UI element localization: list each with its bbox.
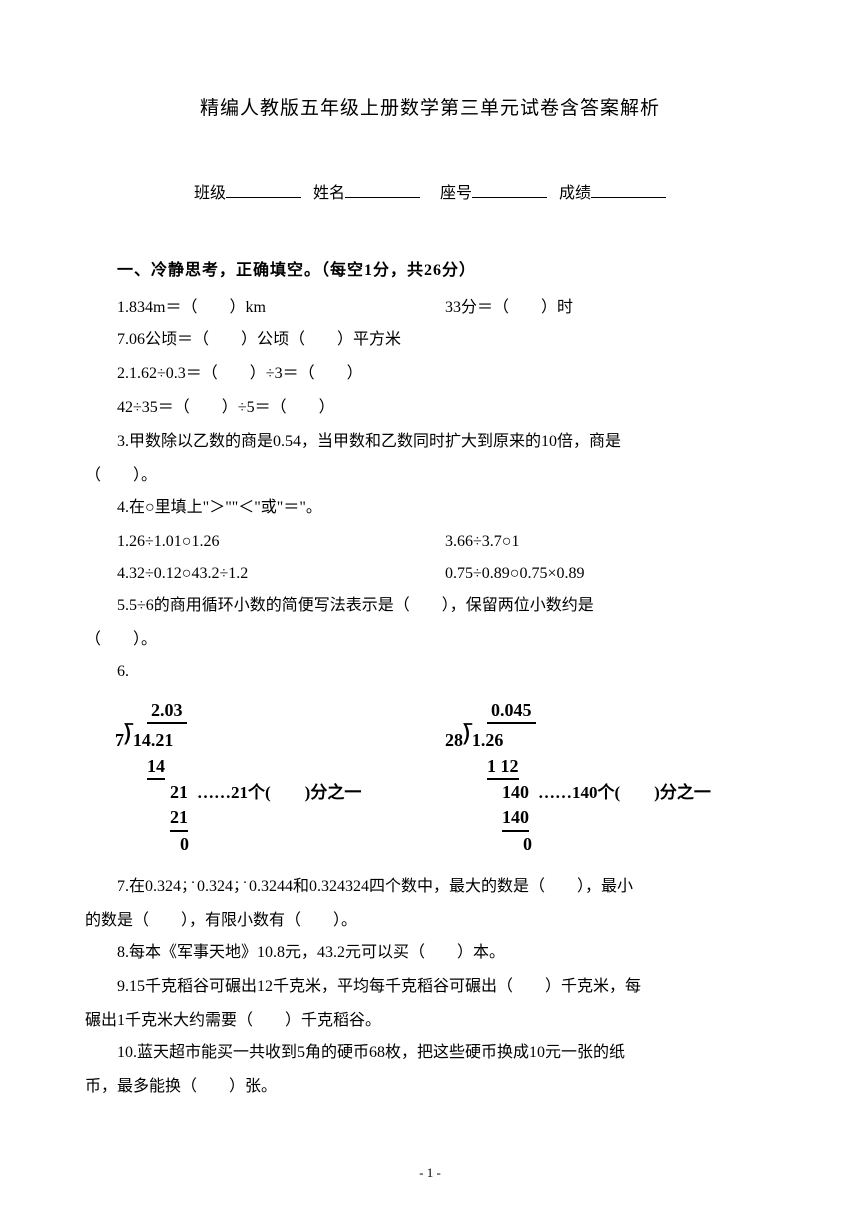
ld2-bracket-icon: ⟌	[463, 723, 472, 748]
q9: 9.15千克稻谷可碾出12千克米，平均每千克稻谷可碾出（ ）千克米，每	[85, 971, 775, 1003]
ld2-dividend: 1.26	[472, 730, 504, 750]
seat-blank	[472, 178, 547, 198]
ld2-step2: 140	[502, 782, 529, 802]
q4-row-b: 4.32÷0.12○43.2÷1.2 0.75÷0.89○0.75×0.89	[85, 558, 775, 590]
class-label: 班级	[194, 185, 226, 202]
q10b: 币，最多能换（ ）张。	[85, 1071, 775, 1103]
ld1-divisor: 7	[115, 730, 124, 750]
q7b: 的数是（ ），有限小数有（ ）。	[85, 905, 775, 937]
q9b: 碾出1千克米大约需要（ ）千克稻谷。	[85, 1005, 775, 1037]
ld1-quotient: 2.03	[147, 698, 187, 724]
q1b: 33分＝（ ）时	[445, 292, 775, 324]
ld1-step4: 0	[180, 834, 189, 854]
q4b-left: 4.32÷0.12○43.2÷1.2	[85, 558, 445, 590]
name-blank	[345, 178, 420, 198]
q3b: （ ）。	[85, 460, 775, 492]
score-label: 成绩	[559, 185, 591, 202]
q5b: （ ）。	[85, 624, 775, 656]
q4b-right: 0.75÷0.89○0.75×0.89	[445, 558, 775, 590]
q2b: 42÷35＝（ ）÷5＝（ ）	[85, 392, 775, 424]
q4: 4.在○里填上"＞""＜"或"＝"。	[85, 492, 775, 524]
q8: 8.每本《军事天地》10.8元，43.2元可以买（ ）本。	[85, 937, 775, 969]
q10: 10.蓝天超市能买一共收到5角的硬币68枚，把这些硬币换成10元一张的纸	[85, 1037, 775, 1069]
long-division-container: 2.03 7⟌14.21 14 21 ……21个( )分之一 21 0 0.04…	[115, 698, 775, 856]
ld2-annotation: ……140个( )分之一	[538, 783, 711, 802]
q1a: 1.834m＝（ ）km	[85, 292, 445, 324]
q1c: 7.06公顷＝（ ）公顷（ ）平方米	[85, 324, 775, 356]
name-label: 姓名	[313, 185, 345, 202]
ld1-dividend: 14.21	[133, 730, 174, 750]
dot-over-icon: 4	[225, 878, 233, 895]
q5: 5.5÷6的商用循环小数的简便写法表示是（ ），保留两位小数约是	[85, 590, 775, 622]
q3: 3.甲数除以乙数的商是0.54，当甲数和乙数同时扩大到原来的10倍，商是	[85, 426, 775, 458]
long-division-2: 0.045 28⟌1.26 1 12 140 ……140个( )分之一 140 …	[445, 698, 775, 856]
section-1-header: 一、冷静思考，正确填空。（每空1分，共26分）	[85, 255, 775, 287]
student-info-line: 班级 姓名 座号 成绩	[85, 178, 775, 210]
score-blank	[591, 178, 666, 198]
dot-over-icon: 4	[277, 878, 285, 895]
ld1-step2: 21	[170, 782, 188, 802]
ld2-quotient: 0.045	[487, 698, 536, 724]
ld2-step1: 1 12	[487, 754, 519, 780]
ld2-step4: 0	[523, 834, 532, 854]
q2a: 2.1.62÷0.3＝（ ）÷3＝（ ）	[85, 358, 775, 390]
q7: 7.在0.324，0.324，0.3244和0.324324四个数中，最大的数是…	[85, 871, 775, 903]
q6: 6.	[85, 656, 775, 688]
page-title: 精编人教版五年级上册数学第三单元试卷含答案解析	[85, 90, 775, 128]
q4-row-a: 1.26÷1.01○1.26 3.66÷3.7○1	[85, 526, 775, 558]
question-1-row: 1.834m＝（ ）km 33分＝（ ）时	[85, 292, 775, 324]
seat-label: 座号	[440, 185, 472, 202]
ld1-step1: 14	[147, 754, 165, 780]
q4a-left: 1.26÷1.01○1.26	[85, 526, 445, 558]
ld2-divisor: 28	[445, 730, 463, 750]
long-division-1: 2.03 7⟌14.21 14 21 ……21个( )分之一 21 0	[115, 698, 445, 856]
ld1-step3: 21	[170, 805, 188, 831]
ld2-step3: 140	[502, 805, 529, 831]
q7-part3: 4和0.324324四个数中，最大的数是（ ），最小	[285, 878, 633, 895]
class-blank	[226, 178, 301, 198]
ld1-annotation: ……21个( )分之一	[197, 783, 361, 802]
page-number: - 1 -	[419, 1160, 441, 1186]
dot-over-icon: 4	[173, 878, 181, 895]
ld1-bracket-icon: ⟌	[124, 723, 133, 748]
q4a-right: 3.66÷3.7○1	[445, 526, 775, 558]
